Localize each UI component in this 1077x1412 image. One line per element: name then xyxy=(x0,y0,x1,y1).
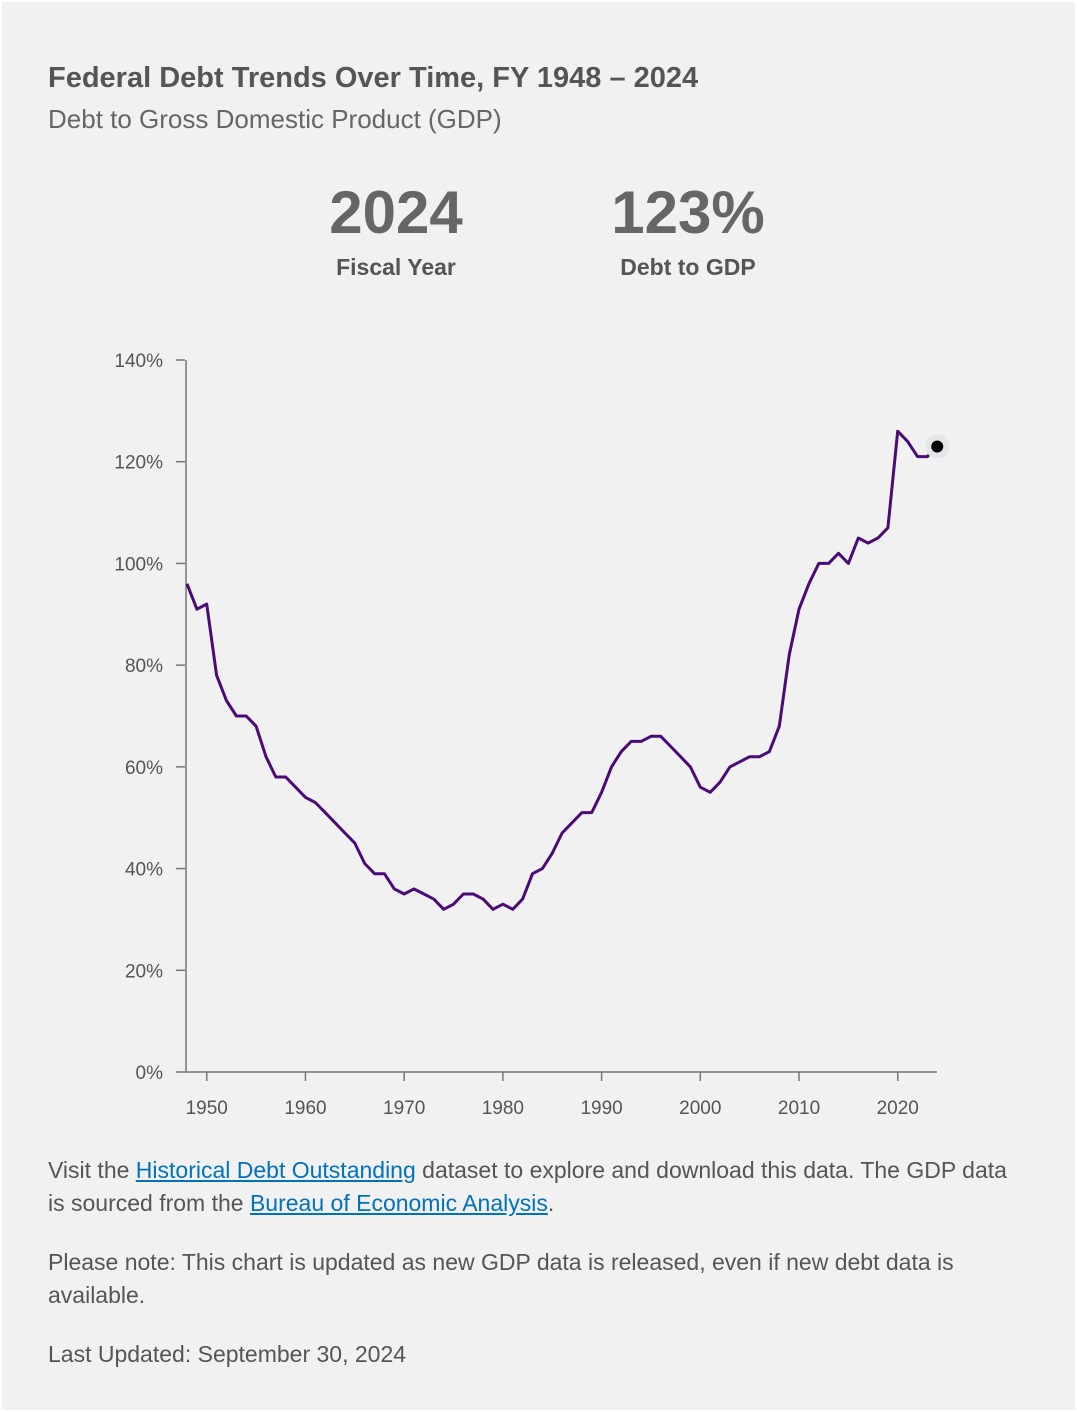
bea-link[interactable]: Bureau of Economic Analysis xyxy=(249,1190,548,1216)
x-tick-label: 2000 xyxy=(679,1098,721,1119)
debt-to-gdp-value: 123% xyxy=(611,179,765,246)
historical-debt-outstanding-link[interactable]: Historical Debt Outstanding xyxy=(135,1157,416,1183)
y-tick-label: 140% xyxy=(114,351,163,372)
data-source-note: Visit the Historical Debt Outstanding da… xyxy=(48,1154,1028,1220)
x-tick-label: 1970 xyxy=(383,1098,425,1119)
debt-to-gdp-stat: 123% Debt to GDP xyxy=(568,180,808,281)
fiscal-year-label: Fiscal Year xyxy=(336,254,456,280)
debt-to-gdp-series-line xyxy=(185,429,939,911)
y-tick-label: 40% xyxy=(125,860,163,881)
y-tick-label: 80% xyxy=(125,656,163,677)
chart-title: Federal Debt Trends Over Time, FY 1948 –… xyxy=(48,62,699,94)
fiscal-year-stat: 2024 Fiscal Year xyxy=(276,180,516,281)
highlight-point-2024 xyxy=(931,440,944,453)
debt-to-gdp-line-chart[interactable]: 0% 20% 40% 60% 80% 100% 120% 140% 1950 1960 1970 19… xyxy=(2,332,1075,1132)
note-text: . xyxy=(547,1190,555,1216)
debt-to-gdp-label: Debt to GDP xyxy=(620,254,756,280)
x-tick-label: 2010 xyxy=(778,1098,820,1119)
update-note: Please note: This chart is updated as ne… xyxy=(48,1249,954,1308)
note-text: Visit the xyxy=(48,1157,136,1183)
y-tick-label: 100% xyxy=(114,554,163,575)
chart-subtitle: Debt to Gross Domestic Product (GDP) xyxy=(48,104,502,134)
x-tick-label: 2020 xyxy=(877,1098,919,1119)
x-tick-label: 1960 xyxy=(284,1098,326,1119)
y-tick-label: 120% xyxy=(114,453,163,474)
x-tick-label: 1990 xyxy=(580,1098,622,1119)
x-tick-label: 1980 xyxy=(482,1098,524,1119)
y-tick-label: 60% xyxy=(125,758,163,779)
last-updated: Last Updated: September 30, 2024 xyxy=(48,1341,407,1367)
note-text: dataset to explore and download this dat… xyxy=(48,1157,1007,1216)
y-tick-label: 20% xyxy=(125,961,163,982)
fiscal-year-value: 2024 xyxy=(329,179,463,246)
x-tick-label: 1950 xyxy=(186,1098,228,1119)
y-tick-label: 0% xyxy=(136,1063,164,1084)
